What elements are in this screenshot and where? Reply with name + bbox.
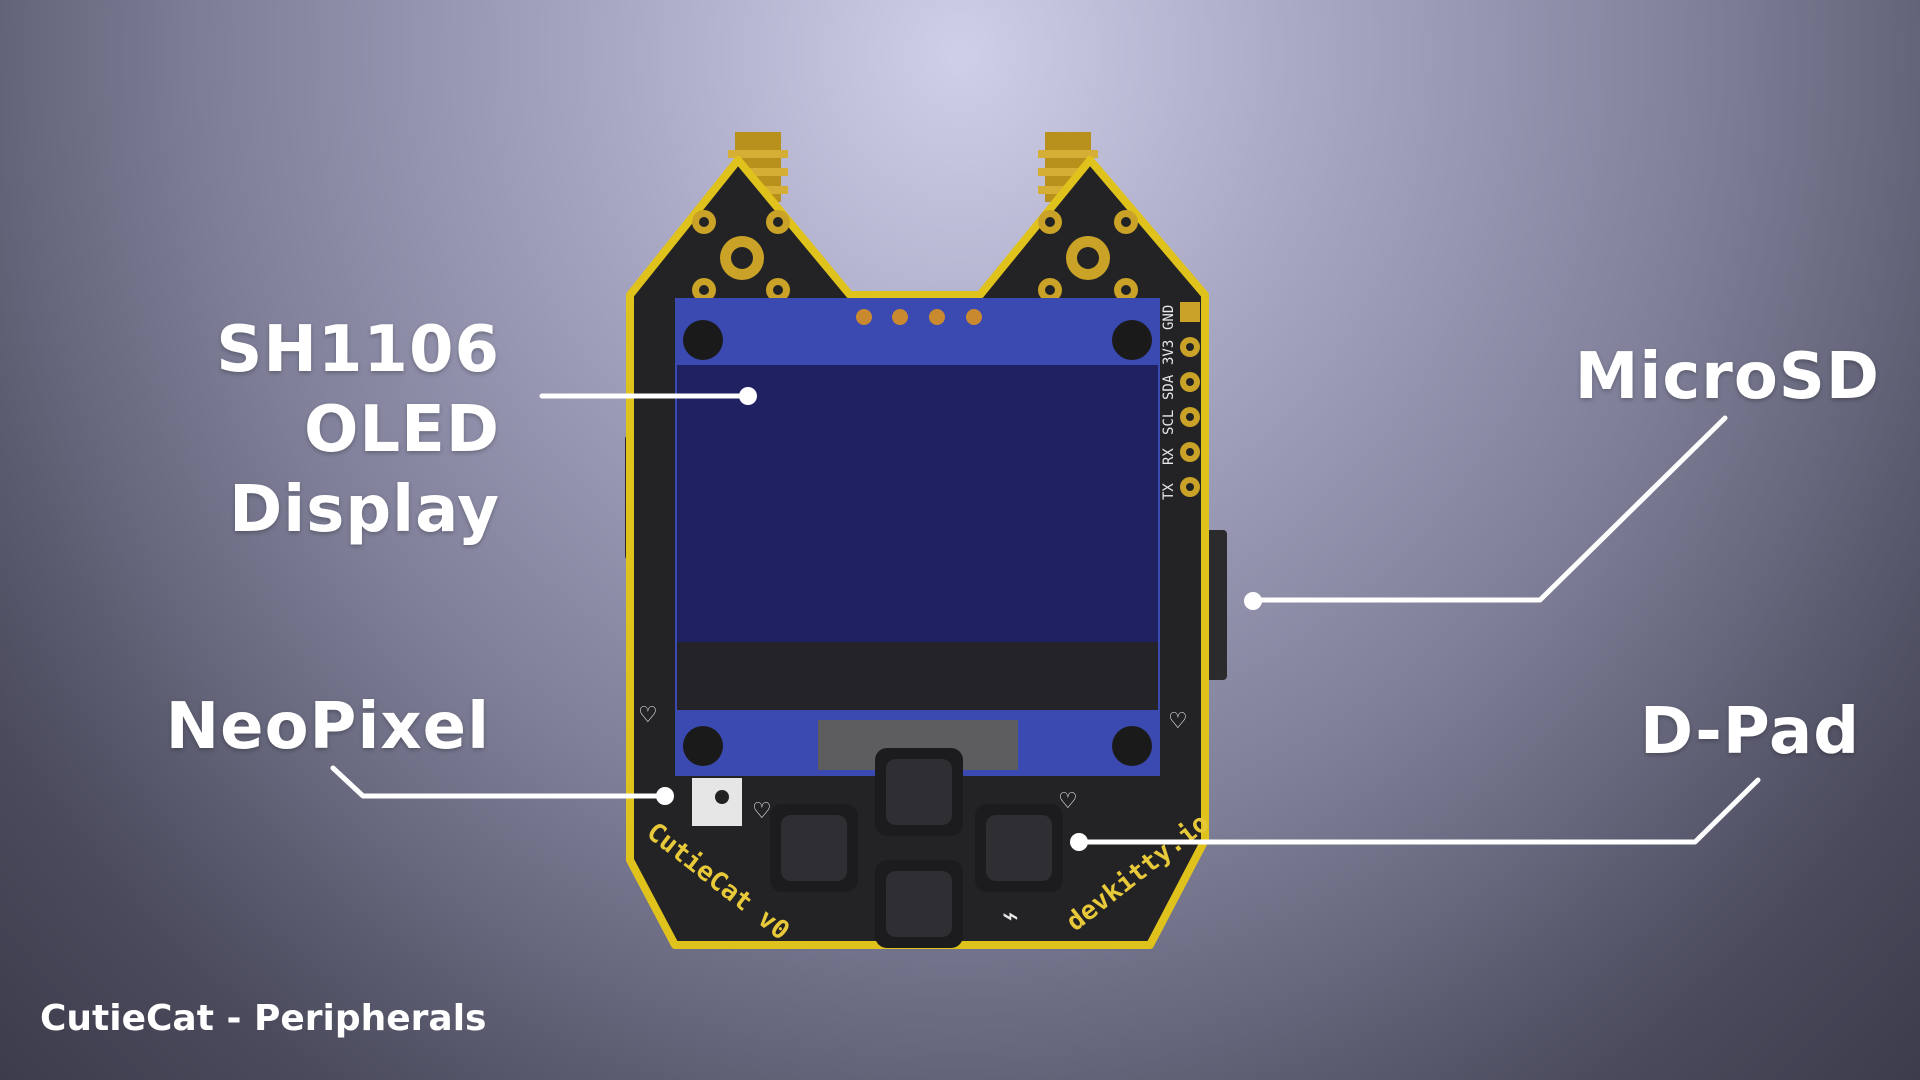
microsd-slot — [1205, 530, 1227, 680]
pin-label: RX — [1161, 448, 1177, 465]
oled-screen — [677, 365, 1158, 642]
ear-pads — [692, 210, 1138, 302]
heart-icon: ♡ — [1058, 789, 1078, 814]
footer-caption: CutieCat - Peripherals — [40, 998, 487, 1039]
label-neopixel: NeoPixel — [165, 690, 490, 764]
callout-microsd — [1244, 415, 1728, 610]
label-oled-display: SH1106 OLED Display — [40, 310, 500, 550]
callout-neopixel — [330, 765, 674, 805]
label-oled-line2: Display — [229, 473, 500, 547]
header-pins — [1180, 302, 1200, 497]
dpad-buttons — [770, 748, 1063, 948]
heart-icon: ♡ — [638, 703, 658, 728]
oled-module — [675, 298, 1160, 776]
neopixel-led — [692, 778, 742, 826]
callout-dpad — [1070, 777, 1761, 851]
pin-label: 3V3 — [1161, 340, 1177, 365]
pin-label: GND — [1161, 305, 1177, 330]
label-microsd: MicroSD — [1574, 340, 1880, 414]
pin-label: SDA — [1161, 374, 1177, 400]
usb-icon: ⌁ — [1002, 899, 1019, 932]
label-oled-line1: SH1106 OLED — [216, 313, 500, 467]
pin-labels: GND 3V3 SDA SCL RX TX — [1161, 305, 1177, 500]
heart-icon: ♡ — [1168, 709, 1188, 734]
heart-icon: ♡ — [752, 799, 772, 824]
pin-label: SCL — [1161, 410, 1177, 435]
label-dpad: D-Pad — [1639, 695, 1860, 769]
pin-label: TX — [1161, 483, 1177, 500]
callout-oled — [539, 387, 757, 405]
